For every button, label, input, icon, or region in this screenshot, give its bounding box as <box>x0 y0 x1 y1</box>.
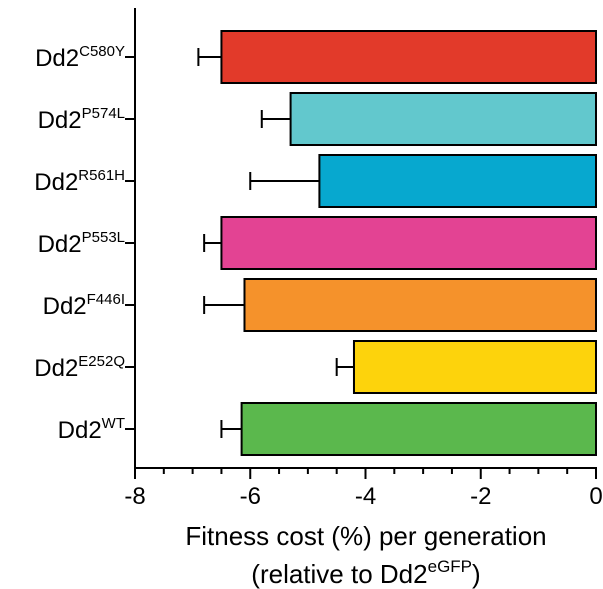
x-tick-label: -6 <box>240 483 261 510</box>
bar-wt <box>240 402 597 456</box>
x-axis-title: Fitness cost (%) per generation (relativ… <box>185 521 546 589</box>
y-tick-label-p553l: Dd2P553L <box>38 229 125 258</box>
x-axis-title-superscript: eGFP <box>428 557 472 576</box>
bars-group <box>220 30 598 456</box>
y-tick-label-base: Dd2 <box>35 45 79 72</box>
y-tick-label-superscript: WT <box>102 415 125 432</box>
bar-p553l <box>220 216 597 270</box>
y-tick-label-base: Dd2 <box>58 417 102 444</box>
x-tick-label: -8 <box>124 483 145 510</box>
x-axis-title-prefix: (relative to Dd2 <box>251 559 427 589</box>
y-tick-label-base: Dd2 <box>38 231 82 258</box>
y-tick-label-c580y: Dd2C580Y <box>35 43 125 72</box>
y-tick-label-r561h: Dd2R561H <box>34 167 125 196</box>
bar-f446i <box>243 278 598 332</box>
y-tick-label-e252q: Dd2E252Q <box>34 353 125 382</box>
bar-p574l <box>289 92 597 146</box>
y-tick-label-superscript: F446I <box>87 291 125 308</box>
y-tick-label-base: Dd2 <box>34 169 78 196</box>
x-tick-label: -2 <box>470 483 491 510</box>
y-tick-label-p574l: Dd2P574L <box>38 105 125 134</box>
x-tick-label: -4 <box>355 483 376 510</box>
error-bars-group <box>197 48 354 438</box>
x-axis-title-line1: Fitness cost (%) per generation <box>185 521 546 551</box>
bar-r561h <box>318 154 597 208</box>
x-tick-label: 0 <box>589 483 602 510</box>
y-tick-label-f446i: Dd2F446I <box>43 291 125 320</box>
y-tick-label-base: Dd2 <box>43 293 87 320</box>
y-axis: Dd2C580YDd2P574LDd2R561HDd2P553LDd2F446I… <box>34 8 136 468</box>
y-tick-label-superscript: R561H <box>78 167 125 184</box>
y-tick-label-superscript: P574L <box>82 105 125 122</box>
y-tick-label-superscript: E252Q <box>78 353 125 370</box>
y-tick-label-wt: Dd2WT <box>58 415 125 444</box>
y-tick-label-superscript: P553L <box>82 229 125 246</box>
bar-c580y <box>220 30 597 84</box>
y-tick-label-base: Dd2 <box>34 355 78 382</box>
x-axis: -8 -6 -4 -2 0 <box>124 467 603 510</box>
y-tick-label-base: Dd2 <box>38 107 82 134</box>
x-axis-title-suffix: ) <box>472 559 481 589</box>
y-tick-label-superscript: C580Y <box>79 43 125 60</box>
bar-e252q <box>352 340 597 394</box>
x-axis-title-line2: (relative to Dd2eGFP) <box>251 557 480 589</box>
